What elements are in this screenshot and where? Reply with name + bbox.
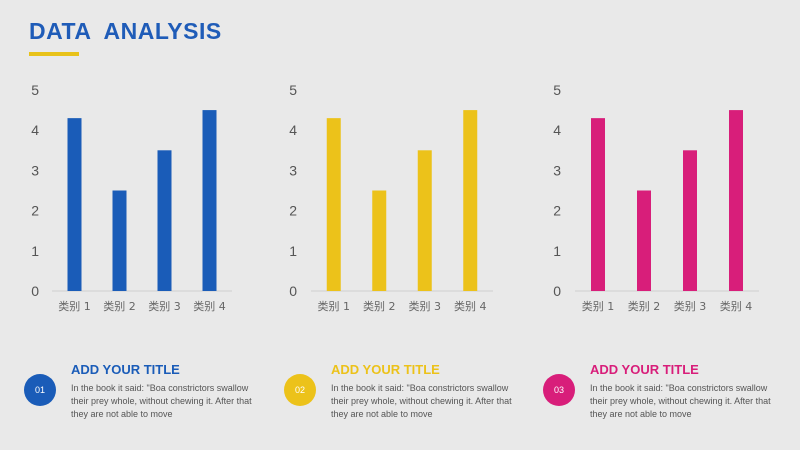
y-tick-label: 3: [31, 162, 39, 178]
card-description: In the book it said: "Boa constrictors s…: [71, 383, 252, 419]
bar: [417, 150, 432, 291]
y-tick-label: 1: [31, 243, 39, 259]
y-tick-label: 4: [31, 122, 39, 138]
y-tick-label: 1: [289, 243, 297, 259]
y-tick-label: 2: [553, 203, 561, 219]
bar: [463, 110, 478, 291]
x-tick-label: 类别 4: [193, 299, 226, 313]
bar: [729, 110, 743, 291]
card-number-badge: 01: [24, 374, 56, 406]
card-title: ADD YOUR TITLE: [71, 362, 180, 377]
y-tick-label: 3: [289, 162, 297, 178]
y-tick-label: 1: [553, 243, 561, 259]
y-tick-label: 0: [289, 283, 297, 299]
card-number-badge: 03: [543, 374, 575, 406]
bar: [372, 190, 387, 291]
y-tick-label: 2: [31, 203, 39, 219]
card-number-badge: 02: [284, 374, 316, 406]
x-tick-label: 类别 3: [148, 299, 181, 313]
y-tick-label: 0: [31, 283, 39, 299]
x-tick-label: 类别 1: [582, 299, 615, 313]
bar: [67, 118, 82, 291]
x-tick-label: 类别 3: [409, 299, 442, 313]
y-tick-label: 5: [31, 82, 39, 98]
card-description: In the book it said: "Boa constrictors s…: [590, 383, 771, 419]
bar-chart-pink: 0 1 2 3 4 5 类别 1 类别 2 类别 3 类别 4: [553, 82, 759, 313]
y-tick-label: 0: [553, 283, 561, 299]
y-tick-label: 4: [553, 122, 561, 138]
x-tick-label: 类别 2: [363, 299, 396, 313]
bar-chart-blue: 0 1 2 3 4 5 类别 1 类别 2 类别 3 类别 4: [31, 82, 232, 313]
y-tick-label: 4: [289, 122, 297, 138]
card-title: ADD YOUR TITLE: [590, 362, 699, 377]
bar: [591, 118, 605, 291]
bar: [202, 110, 217, 291]
page-title: DATA ANALYSIS: [29, 18, 222, 44]
y-tick-label: 5: [553, 82, 561, 98]
card-title: ADD YOUR TITLE: [331, 362, 440, 377]
x-tick-label: 类别 3: [674, 299, 707, 313]
bar: [112, 190, 127, 291]
x-tick-label: 类别 4: [720, 299, 753, 313]
card-description: In the book it said: "Boa constrictors s…: [331, 383, 512, 419]
x-tick-label: 类别 2: [103, 299, 136, 313]
x-tick-label: 类别 1: [318, 299, 351, 313]
y-tick-label: 2: [289, 203, 297, 219]
bar: [683, 150, 697, 291]
x-tick-label: 类别 1: [58, 299, 91, 313]
y-tick-label: 3: [553, 162, 561, 178]
x-tick-label: 类别 2: [628, 299, 661, 313]
title-underline: [29, 52, 79, 56]
bar: [157, 150, 172, 291]
x-tick-label: 类别 4: [454, 299, 487, 313]
bar-chart-yellow: 0 1 2 3 4 5 类别 1 类别 2 类别 3 类别 4: [289, 82, 493, 313]
bar: [326, 118, 341, 291]
bar: [637, 190, 651, 291]
y-tick-label: 5: [289, 82, 297, 98]
